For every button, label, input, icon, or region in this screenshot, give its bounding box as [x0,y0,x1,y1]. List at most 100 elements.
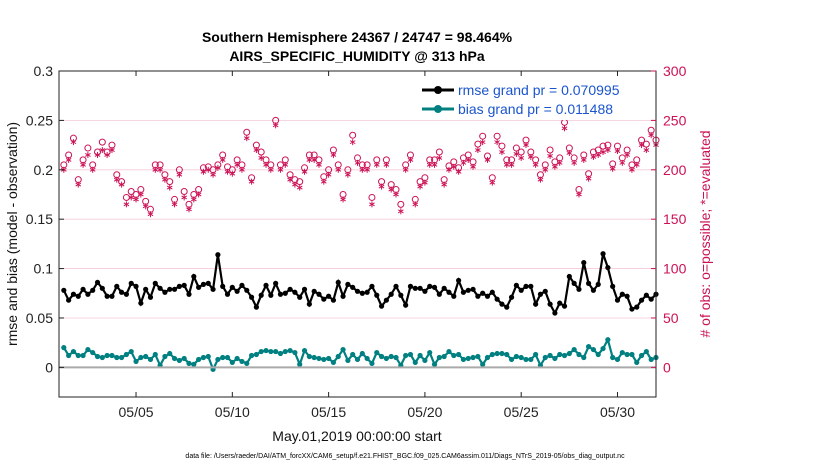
rmse-point [205,280,211,286]
obs-evaluated-marker [186,206,192,213]
rmse-point [234,288,240,294]
asterisk-stroke [354,160,361,165]
asterisk-stroke [537,177,544,182]
obs-evaluated-marker [263,161,269,168]
asterisk-stroke [494,140,500,145]
rmse-point [75,293,81,299]
legend-label-bias: bias grand pr = 0.011488 [458,101,613,117]
obs-evaluated-marker [470,163,476,170]
rmse-point [383,297,389,303]
legend-marker-bias [434,105,442,113]
bias-point [624,351,630,358]
rmse-point [191,273,197,280]
asterisk-stroke [508,162,515,167]
rmse-point [557,300,563,306]
asterisk-stroke [460,160,467,165]
rmse-point [590,287,597,293]
obs-evaluated-marker [253,147,260,154]
x-tick-label: 05/05 [119,404,154,420]
rmse-point [441,285,447,291]
obs-evaluated-marker [85,151,91,158]
asterisk-stroke [378,184,385,189]
bias-point [70,348,77,355]
asterisk-stroke [224,169,231,174]
bias-point [234,355,240,362]
asterisk-stroke [325,172,332,177]
asterisk-stroke [282,162,289,167]
obs-evaluated-marker [397,208,404,215]
chart-title-line1: Southern Hemisphere 24367 / 24747 = 98.4… [202,29,513,45]
bias-point [494,350,500,357]
obs-evaluated-marker [195,191,202,198]
x-axis-label: May.01,2019 00:00:00 start [272,428,442,444]
obs-possible-marker [349,131,357,139]
rmse-point [138,300,144,306]
bias-point [171,355,178,362]
asterisk-stroke [195,192,202,197]
bias-point [518,354,524,361]
obs-evaluated-marker [142,203,149,210]
bias-point [123,351,130,358]
obs-evaluated-marker [99,147,106,154]
legend-label-rmse: rmse grand pr = 0.070995 [458,82,620,98]
rmse-point [196,284,202,290]
bias-point [75,352,81,359]
bias-point [571,346,577,353]
rmse-point [537,291,544,297]
asterisk-stroke [393,192,399,197]
bias-point [321,356,327,363]
obs-evaluated-marker [624,151,630,158]
obs-evaluated-marker [532,161,539,168]
rmse-point [99,285,105,291]
rmse-point [224,291,231,297]
asterisk-stroke [296,185,303,190]
asterisk-stroke [527,155,534,159]
asterisk-stroke [335,167,342,172]
asterisk-stroke [128,195,135,200]
bias-point [133,358,139,365]
obs-evaluated-marker [590,153,597,160]
bias-line [62,336,657,373]
rmse-point [518,287,524,293]
obs-evaluated-marker [277,166,284,173]
obs-evaluated-marker [359,166,366,173]
rmse-point [533,301,539,307]
obs-evaluated-marker [580,156,587,163]
legend: rmse grand pr = 0.070995 bias grand pr =… [418,80,648,120]
bias-point [523,356,529,363]
obs-evaluated-marker [383,161,390,168]
asterisk-stroke [547,154,553,158]
bias-point [422,357,428,364]
obs-evaluated-marker [600,149,606,156]
asterisk-stroke [422,180,428,185]
obs-evaluated-marker [422,179,428,186]
bias-point [557,351,563,358]
rmse-point [157,285,163,291]
bias-point [629,351,635,358]
rmse-point [114,283,120,289]
rmse-point [364,289,370,295]
bias-point [634,359,640,366]
obs-evaluated-marker [123,201,130,208]
asterisk-stroke [532,162,539,167]
asterisk-stroke [431,162,438,167]
asterisk-stroke [89,167,96,172]
obs-evaluated-marker [340,196,346,203]
asterisk-stroke [441,182,448,187]
bias-point [80,352,86,359]
obs-evaluated-marker [629,166,635,173]
rmse-point [90,287,96,293]
obs-evaluated-marker [349,139,356,146]
asterisk-stroke [243,136,250,141]
rmse-point [374,292,380,298]
obs-evaluated-marker [614,148,621,155]
bias-point [489,351,495,358]
asterisk-stroke [176,172,183,177]
asterisk-stroke [133,197,139,202]
bias-point [581,354,587,361]
asterisk-stroke [277,167,284,172]
bias-point [181,355,187,362]
rmse-point [70,291,77,297]
bias-point [407,351,414,358]
obs-evaluated-marker [65,156,72,163]
